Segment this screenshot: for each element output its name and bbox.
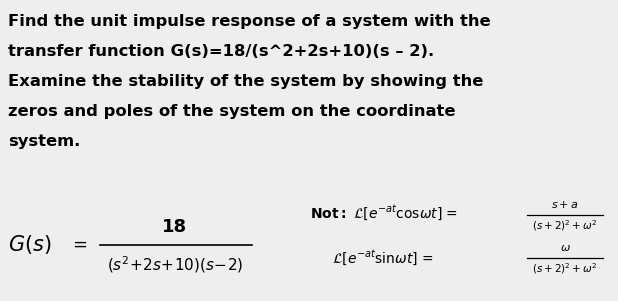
Text: Examine the stability of the system by showing the: Examine the stability of the system by s… (8, 74, 483, 89)
Text: $(s+2)^2+\omega^2$: $(s+2)^2+\omega^2$ (532, 219, 598, 233)
Text: =: = (72, 236, 87, 254)
Text: zeros and poles of the system on the coordinate: zeros and poles of the system on the coo… (8, 104, 455, 119)
Text: $s+a$: $s+a$ (551, 200, 579, 210)
Text: $\bf{Not:}$ $\mathcal{L}[e^{-at}\mathrm{cos}\omega t]$ =: $\bf{Not:}$ $\mathcal{L}[e^{-at}\mathrm{… (310, 203, 458, 222)
Text: $G(s)$: $G(s)$ (8, 234, 51, 256)
Text: system.: system. (8, 134, 80, 149)
Text: $(s^2\!+\!2s\!+\!10)(s\!-\!2)$: $(s^2\!+\!2s\!+\!10)(s\!-\!2)$ (107, 255, 243, 275)
Text: $\omega$: $\omega$ (559, 243, 570, 253)
Text: Find the unit impulse response of a system with the: Find the unit impulse response of a syst… (8, 14, 491, 29)
Text: $(s+2)^2+\omega^2$: $(s+2)^2+\omega^2$ (532, 262, 598, 276)
Text: transfer function G(s)=18/(s^2+2s+10)(s – 2).: transfer function G(s)=18/(s^2+2s+10)(s … (8, 44, 434, 59)
Text: $\mathcal{L}[e^{-at}\mathrm{sin}\omega t]$ =: $\mathcal{L}[e^{-at}\mathrm{sin}\omega t… (332, 249, 433, 268)
Text: 18: 18 (163, 218, 187, 236)
